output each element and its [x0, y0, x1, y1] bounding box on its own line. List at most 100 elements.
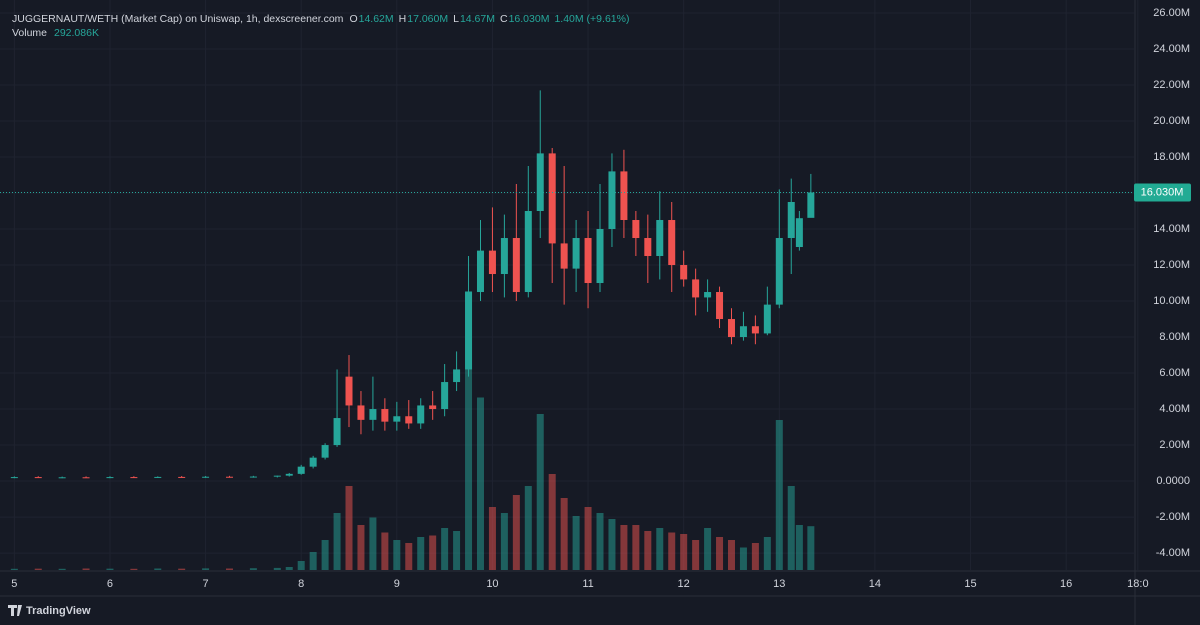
candle-body	[763, 304, 771, 334]
candle-body	[632, 220, 640, 239]
volume-bar	[309, 552, 317, 570]
candle-body	[381, 409, 389, 422]
candle-body	[249, 476, 257, 478]
volume-bar	[357, 525, 365, 570]
x-tick-label: 16	[1060, 578, 1072, 590]
volume-bar	[225, 568, 233, 570]
candle-body	[500, 238, 508, 275]
candle-body	[751, 326, 759, 334]
volume-bar	[321, 540, 329, 570]
candle-body	[10, 477, 18, 479]
candle-body	[775, 238, 783, 305]
ohlc-label: H	[399, 13, 407, 25]
x-tick-label: 5	[11, 578, 17, 590]
header: JUGGERNAUT/WETH (Market Cap) on Uniswap,…	[12, 13, 344, 39]
y-tick-label: 8.00M	[1159, 331, 1190, 343]
x-tick-label: 7	[203, 578, 209, 590]
volume-bar	[10, 568, 18, 570]
candle-body	[807, 192, 815, 218]
volume-bar	[763, 537, 771, 570]
volume-bar	[393, 540, 401, 570]
last-price-label: 16.030M	[1141, 186, 1184, 198]
volume-bar	[716, 537, 724, 570]
volume-bar	[500, 513, 508, 570]
volume-bar	[58, 568, 66, 570]
y-tick-label: 22.00M	[1153, 79, 1190, 91]
ohlc-value: 16.030M	[509, 13, 550, 25]
ohlc-label: O	[349, 13, 357, 25]
candle-body	[130, 477, 138, 479]
candle-body	[596, 229, 604, 284]
y-tick-label: -4.00M	[1156, 547, 1190, 559]
y-tick-label: 18.00M	[1153, 151, 1190, 163]
volume-bar	[429, 535, 437, 570]
y-tick-label: 0.0000	[1156, 475, 1190, 487]
volume-bar	[453, 531, 461, 570]
candle-body	[608, 171, 616, 230]
candle-body	[309, 457, 317, 467]
ohlc-value: 14.67M	[460, 13, 495, 25]
y-tick-label: 20.00M	[1153, 115, 1190, 127]
volume-bar	[512, 495, 520, 570]
y-tick-label: 4.00M	[1159, 403, 1190, 415]
volume-bar	[560, 498, 568, 570]
y-tick-label: 2.00M	[1159, 439, 1190, 451]
volume-bar	[106, 568, 114, 570]
x-tick-label: 8	[298, 578, 304, 590]
x-tick-label: 9	[394, 578, 400, 590]
plot	[0, 0, 1139, 570]
candle-body	[178, 476, 186, 478]
candle-body	[536, 153, 544, 212]
volume-bar	[34, 568, 42, 570]
volume-bar	[680, 534, 688, 570]
volume-bar	[154, 568, 162, 570]
brand-name: TradingView	[26, 605, 91, 617]
volume-bar	[739, 547, 747, 570]
candle-body	[333, 418, 341, 446]
candle-body	[154, 476, 162, 478]
volume-bar	[297, 561, 305, 570]
candle-body	[512, 238, 520, 293]
volume-bar	[130, 568, 138, 570]
candle-body	[417, 405, 425, 424]
volume-bar	[807, 526, 815, 570]
volume-bar	[441, 528, 449, 570]
volume-bar	[596, 513, 604, 570]
volume-bar	[572, 516, 580, 570]
y-tick-label: 14.00M	[1153, 223, 1190, 235]
candle-body	[58, 477, 66, 479]
candle-body	[393, 416, 401, 422]
candle-body	[321, 445, 329, 458]
candle-body	[584, 238, 592, 284]
volume-bar	[249, 568, 257, 570]
candle-body	[668, 220, 676, 266]
volume-bar	[795, 525, 803, 570]
candle-body	[727, 319, 735, 338]
volume-bar	[285, 567, 293, 570]
volume-bar	[775, 420, 783, 570]
last-price-tag	[1134, 183, 1191, 202]
chart-title: JUGGERNAUT/WETH (Market Cap) on Uniswap,…	[12, 13, 344, 25]
candle-body	[680, 265, 688, 280]
candle-body	[572, 238, 580, 269]
volume-bar	[369, 517, 377, 570]
volume-bar	[704, 528, 712, 570]
volume-bar	[333, 513, 341, 570]
candle-body	[787, 202, 795, 239]
candle-body	[795, 218, 803, 248]
y-tick-label: 10.00M	[1153, 295, 1190, 307]
candle-body	[357, 405, 365, 420]
volume-bar	[692, 540, 700, 570]
candle-body	[273, 475, 281, 477]
x-tick-label: 11	[582, 578, 593, 590]
x-tick-label: 10	[486, 578, 498, 590]
volume-bar	[405, 543, 413, 570]
volume-bar	[417, 537, 425, 570]
volume-label: Volume	[12, 27, 47, 39]
volume-bar	[632, 525, 640, 570]
y-tick-label: 6.00M	[1159, 367, 1190, 379]
volume-bar	[668, 532, 676, 570]
volume-bar	[548, 474, 556, 570]
x-tick-label: 18:0	[1127, 578, 1148, 590]
